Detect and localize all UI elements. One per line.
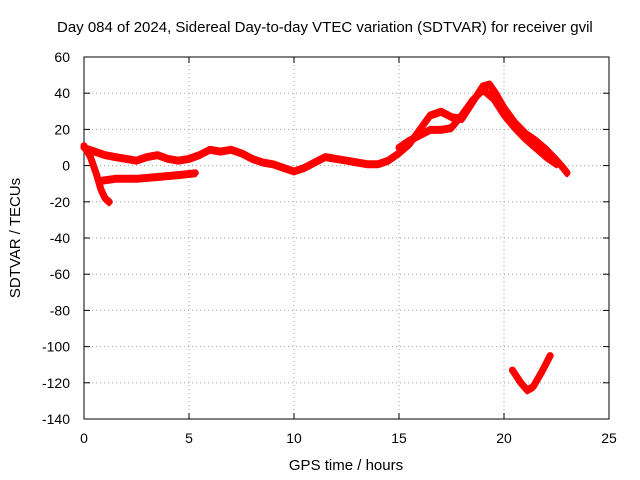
chart-title: Day 084 of 2024, Sidereal Day-to-day VTE… (57, 19, 593, 36)
series-main-trace (80, 80, 571, 177)
x-tick-labels: 0 5 10 15 20 25 (80, 430, 617, 446)
x-tick-label: 5 (185, 430, 193, 446)
x-tick-label: 0 (80, 430, 88, 446)
y-tick-label: 40 (54, 85, 70, 101)
x-tick-label: 20 (496, 430, 512, 446)
series-isolated-v-band (510, 357, 552, 395)
data-series (80, 80, 571, 395)
x-tick-label: 25 (601, 430, 617, 446)
y-tick-label: -140 (42, 411, 70, 427)
series-second-branch (395, 86, 560, 168)
y-tick-label: -80 (50, 302, 70, 318)
y-tick-label: -40 (50, 230, 70, 246)
y-tick-label: 60 (54, 49, 70, 65)
x-tick-label: 15 (391, 430, 407, 446)
grid-lines (84, 57, 609, 419)
plot-frame (83, 56, 610, 420)
y-tick-label: -120 (42, 375, 70, 391)
y-tick-labels: -140 -120 -100 -80 -60 -40 -20 0 20 40 60 (42, 49, 70, 427)
series-early-dip-band (82, 147, 111, 207)
series-second-branch-band (397, 91, 558, 169)
axis-ticks (83, 56, 610, 420)
y-tick-label: 20 (54, 121, 70, 137)
y-tick-label: -60 (50, 266, 70, 282)
series-low-arc (99, 169, 199, 184)
y-tick-label: -100 (42, 339, 70, 355)
y-tick-label: -20 (50, 194, 70, 210)
y-axis-label: SDTVAR / TECUs (7, 178, 24, 298)
x-axis-label: GPS time / hours (289, 457, 403, 474)
series-low-arc-band (101, 174, 197, 185)
x-tick-label: 10 (286, 430, 302, 446)
y-tick-label: 0 (62, 158, 70, 174)
